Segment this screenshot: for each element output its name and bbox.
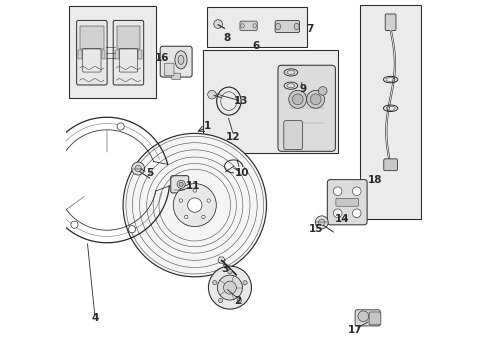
Bar [280,65,302,94]
Circle shape [223,281,236,294]
Text: 2: 2 [234,296,242,306]
Bar [138,50,142,59]
FancyBboxPatch shape [327,180,367,225]
Circle shape [128,226,136,233]
Circle shape [237,298,242,303]
Circle shape [179,182,183,186]
Circle shape [289,90,307,108]
Bar [69,6,156,98]
Bar [203,50,338,153]
FancyBboxPatch shape [275,21,299,32]
Text: 12: 12 [226,132,241,142]
Text: 3: 3 [221,264,229,274]
Text: 14: 14 [335,215,349,224]
FancyBboxPatch shape [385,14,396,31]
Circle shape [310,94,321,105]
Text: 13: 13 [234,96,248,106]
FancyBboxPatch shape [172,73,180,80]
Text: 8: 8 [223,33,231,43]
Text: 15: 15 [309,225,323,234]
Circle shape [333,209,342,217]
Circle shape [177,180,185,188]
FancyBboxPatch shape [284,121,302,149]
Bar [80,26,103,49]
Circle shape [117,123,124,130]
FancyBboxPatch shape [336,198,359,206]
Text: 17: 17 [348,325,363,335]
Circle shape [51,159,58,167]
FancyBboxPatch shape [384,159,397,171]
Text: 18: 18 [368,175,382,185]
Ellipse shape [294,23,299,30]
Circle shape [218,275,243,300]
FancyBboxPatch shape [355,310,380,326]
Bar [207,7,307,47]
Ellipse shape [178,55,184,64]
Circle shape [219,298,223,303]
Circle shape [202,215,205,219]
Circle shape [71,221,78,228]
Circle shape [307,90,324,108]
FancyBboxPatch shape [369,312,381,325]
Text: 6: 6 [252,41,259,50]
Text: 10: 10 [235,168,250,178]
Circle shape [352,187,361,195]
Circle shape [333,187,342,195]
Ellipse shape [175,51,187,69]
Bar [360,5,421,220]
Circle shape [318,87,327,95]
Ellipse shape [253,23,256,28]
Bar [102,50,105,59]
Circle shape [207,199,210,202]
Bar [117,26,140,49]
Text: 1: 1 [204,121,211,131]
Circle shape [208,266,251,309]
Text: 9: 9 [299,84,307,94]
Text: 7: 7 [306,24,313,35]
Circle shape [135,165,141,172]
Circle shape [214,20,222,28]
FancyBboxPatch shape [240,21,257,31]
Ellipse shape [241,23,245,28]
Circle shape [188,198,202,212]
Circle shape [123,134,267,277]
FancyBboxPatch shape [171,176,189,193]
Circle shape [179,199,183,202]
FancyBboxPatch shape [113,21,144,85]
Circle shape [184,215,188,219]
Ellipse shape [275,23,280,30]
Circle shape [208,90,216,99]
Circle shape [173,184,216,226]
FancyBboxPatch shape [164,63,174,76]
FancyBboxPatch shape [76,21,107,85]
Text: 11: 11 [186,181,200,192]
Text: 16: 16 [154,53,169,63]
Circle shape [243,280,247,285]
FancyBboxPatch shape [160,46,192,77]
Circle shape [213,280,217,285]
Bar [115,50,119,59]
Circle shape [193,189,196,192]
Circle shape [358,311,368,321]
Circle shape [352,209,361,217]
Circle shape [293,94,303,105]
FancyBboxPatch shape [278,65,335,151]
Circle shape [228,270,232,274]
Circle shape [132,162,145,175]
Text: 5: 5 [147,168,153,178]
Text: 4: 4 [92,313,99,323]
Circle shape [318,219,325,226]
Bar [78,50,82,59]
Circle shape [315,216,328,229]
